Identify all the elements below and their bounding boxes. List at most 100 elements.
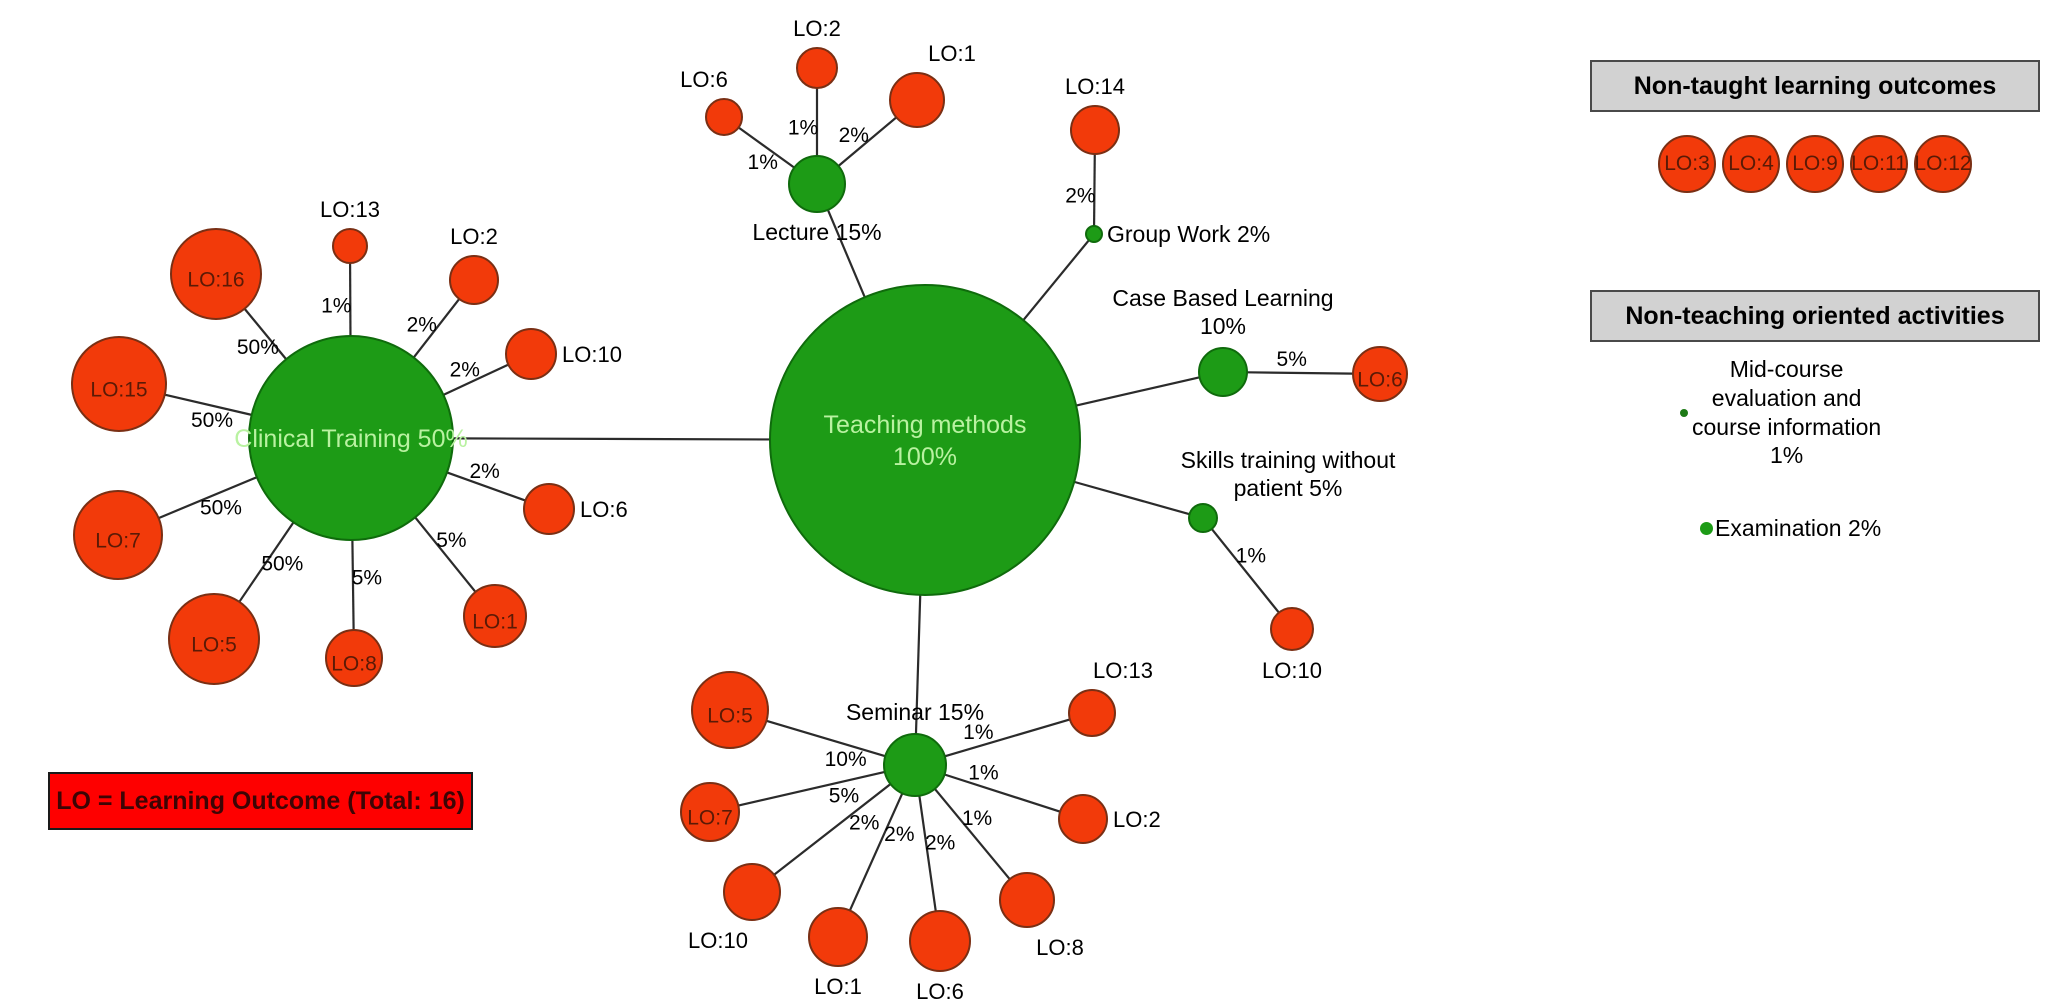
spoke-edge [412, 298, 461, 359]
edge-percent-label: 2% [884, 823, 914, 846]
spoke-edge [446, 471, 526, 502]
edge-percent-label: 5% [1277, 348, 1307, 371]
lo-node-lo-2[interactable] [1058, 794, 1108, 844]
lo-node-label: LO:6 [1357, 369, 1403, 392]
lo-node-lo-1[interactable] [889, 72, 945, 128]
lo-node-label: LO:10 [562, 342, 622, 367]
hub-node-label: Group Work 2% [1107, 221, 1270, 247]
lo-node-lo-15[interactable] [71, 336, 167, 432]
lo-node-label: LO:2 [1113, 807, 1161, 832]
lo-node-label: LO:1 [928, 41, 976, 66]
lo-node-label: LO:13 [1093, 658, 1153, 683]
legend-non-teaching-title: Non-teaching oriented activities [1590, 290, 2040, 342]
hub-node-label: patient 5% [1234, 475, 1343, 501]
lo-node-label: LO:14 [1065, 74, 1125, 99]
lo-node-lo-8[interactable] [999, 872, 1055, 928]
edge-percent-label: 2% [839, 124, 869, 147]
spoke-edge [944, 773, 1061, 813]
hub-node-label: 100% [893, 443, 957, 471]
lo-node-label: LO:1 [472, 611, 518, 634]
lo-node-label: LO:5 [191, 634, 237, 657]
lo-node-label: LO:15 [90, 379, 147, 402]
lo-node-lo-10[interactable] [1270, 607, 1314, 651]
spoke-edge [773, 783, 892, 876]
lo-node-lo-1[interactable] [463, 584, 527, 648]
hub-node-teaching[interactable] [769, 284, 1081, 596]
hub-node-label: Seminar 15% [846, 699, 984, 725]
hub-edge-teaching-casebased [1075, 376, 1200, 407]
lo-node-lo-1[interactable] [808, 907, 868, 967]
lo-node-label: LO:6 [916, 979, 964, 1001]
legend-lo-circle-lo-4[interactable]: LO:4 [1722, 135, 1780, 193]
labels-layer: 50%50%50%50%5%5%2%2%2%1%1%1% 2%10%5%2%2% 2… [90, 16, 1402, 1001]
lo-node-lo-8[interactable] [325, 629, 383, 687]
nodes-layer [71, 47, 1408, 972]
lo-node-lo-13[interactable] [332, 228, 368, 264]
edge-percent-label: 5% [829, 785, 859, 808]
lo-node-lo-6[interactable] [705, 98, 743, 136]
legend-activity-mid-course-label: Mid-course evaluation and course informati… [1692, 356, 1882, 469]
edge-percent-label: 1% [788, 116, 818, 139]
edge-percent-label: 2% [849, 811, 879, 834]
hub-node-clinical[interactable] [248, 335, 454, 541]
hub-node-seminar[interactable] [883, 733, 947, 797]
edge-percent-label: 50% [237, 336, 279, 359]
lo-node-lo-5[interactable] [168, 593, 260, 685]
edge-percent-label: 1% [962, 807, 992, 830]
lo-node-label: LO:13 [320, 197, 380, 222]
spoke-edge [164, 393, 252, 416]
lo-node-lo-7[interactable] [73, 490, 163, 580]
spoke-edge [243, 308, 288, 360]
legend-lo-circle-lo-3[interactable]: LO:3 [1658, 135, 1716, 193]
hub-node-lecture[interactable] [788, 155, 846, 213]
spoke-edge [766, 719, 886, 758]
lo-node-lo-2[interactable] [449, 255, 499, 305]
edge-percent-label: 2% [470, 460, 500, 483]
lo-node-lo-13[interactable] [1068, 689, 1116, 737]
spoke-edge [1210, 528, 1280, 614]
lo-node-label: LO:7 [687, 807, 733, 830]
spoke-edge [918, 795, 937, 912]
hub-node-groupwork[interactable] [1085, 225, 1103, 243]
lo-node-label: LO:8 [1036, 935, 1084, 960]
legend-lo-circle-lo-9[interactable]: LO:9 [1786, 135, 1844, 193]
lo-node-lo-2[interactable] [796, 47, 838, 89]
edge-percent-label: 50% [191, 409, 233, 432]
lo-node-lo-6[interactable] [523, 483, 575, 535]
lo-node-lo-6[interactable] [1352, 346, 1408, 402]
hub-node-skills[interactable] [1188, 503, 1218, 533]
edge-percent-label: 50% [200, 496, 242, 519]
lo-node-lo-16[interactable] [170, 228, 262, 320]
lo-node-lo-14[interactable] [1070, 105, 1120, 155]
hub-edge-teaching-lecture [826, 209, 866, 298]
legend-lo-circle-lo-12[interactable]: LO:12 [1914, 135, 1972, 193]
lo-node-lo-10[interactable] [723, 863, 781, 921]
lo-node-label: LO:6 [580, 497, 628, 522]
edge-percent-label: 2% [407, 313, 437, 336]
hub-node-label: Teaching methods [824, 411, 1027, 439]
edge-percent-label: 50% [261, 553, 303, 576]
lo-node-lo-5[interactable] [691, 671, 769, 749]
lo-node-lo-6[interactable] [909, 910, 971, 972]
green-dot-icon [1700, 522, 1713, 535]
edge-percent-label: 1% [968, 761, 998, 784]
edge-percent-label: 1% [748, 151, 778, 174]
spoke-edge [933, 788, 1011, 880]
legend-lo-circle-lo-11[interactable]: LO:11 [1850, 135, 1908, 193]
lo-node-lo-10[interactable] [505, 328, 557, 380]
edge-percent-label: 1% [963, 721, 993, 744]
edge-percent-label: 2% [450, 358, 480, 381]
spoke-edge [414, 516, 477, 593]
hub-edge-teaching-seminar [914, 594, 922, 735]
green-dot-icon [1680, 408, 1688, 417]
edge-percent-label: 5% [352, 567, 382, 590]
edge-percent-label: 1% [1236, 544, 1266, 567]
hub-node-label: 10% [1200, 313, 1246, 339]
hub-node-casebased[interactable] [1198, 347, 1248, 397]
edge-percent-label: 1% [321, 294, 351, 317]
lo-node-label: LO:10 [688, 928, 748, 953]
legend-activity-mid-course: Mid-course evaluation and course informati… [1680, 355, 1980, 470]
lo-node-lo-7[interactable] [680, 782, 740, 842]
edge-percent-label: 2% [925, 831, 955, 854]
